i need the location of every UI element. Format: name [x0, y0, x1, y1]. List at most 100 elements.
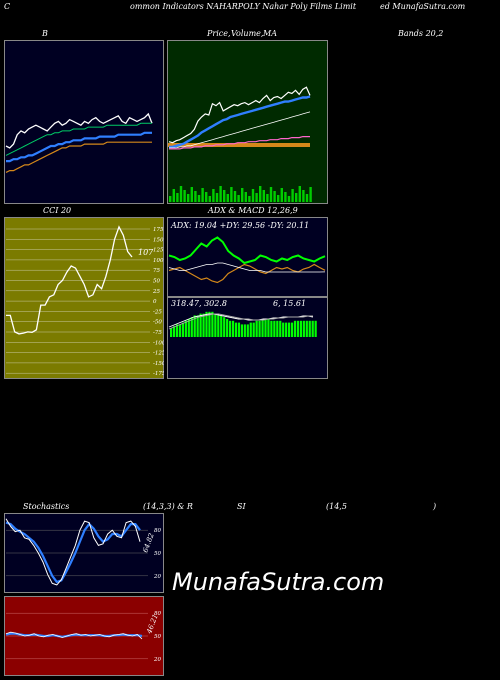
- stoch-tick-label: 50: [154, 551, 161, 557]
- macd-histogram-bar: [311, 320, 314, 337]
- bollinger-middle-band: [6, 131, 152, 163]
- bollinger-lower-band: [5, 141, 152, 173]
- cci-tick-label: 75: [153, 268, 160, 274]
- ma-band-orange: [168, 143, 310, 147]
- macd-histogram-bar: [261, 319, 264, 337]
- panel-title-rsi: SI: [237, 502, 246, 511]
- macd-histogram-bar: [202, 313, 205, 337]
- volume-bar: [223, 190, 226, 202]
- macd-signal-line: [168, 313, 313, 330]
- macd-histogram-bar: [226, 319, 229, 337]
- rsi-line: [5, 631, 143, 640]
- adx-minus-di-line: [168, 263, 326, 284]
- panel-title-volume: Volume,: [231, 29, 264, 38]
- macd-histogram-bar: [264, 319, 267, 337]
- cci-tick-label: 0: [153, 299, 157, 305]
- macd-histogram-bar: [293, 320, 297, 337]
- volume-bar: [284, 192, 287, 202]
- volume-bar: [183, 190, 186, 202]
- rsi-tick-label: 80: [154, 611, 161, 617]
- volume-bar: [280, 188, 283, 202]
- macd-histogram-bar: [279, 320, 282, 337]
- macd-histogram-bar: [187, 319, 190, 337]
- adx-values-label: ADX: 19.04 +DY: 29.56 -DY: 20.11: [170, 221, 309, 230]
- panel-title-bands: Bands 20,2: [398, 29, 444, 38]
- macd-histogram-bar: [208, 311, 211, 337]
- macd-histogram-bar: [288, 322, 291, 337]
- volume-bar: [287, 196, 291, 202]
- panel-title-rsi-close: ): [433, 502, 437, 511]
- macd-histogram-bar: [246, 324, 249, 337]
- volume-bar: [273, 191, 276, 202]
- macd-histogram-bar: [302, 320, 305, 337]
- macd-histogram-bar: [196, 315, 199, 337]
- cci-tick-label: -50: [153, 320, 162, 326]
- cci-tick-label: -25: [153, 309, 162, 315]
- macd-histogram-bar: [178, 324, 182, 337]
- cci-tick-label: 175: [153, 227, 164, 233]
- volume-bar: [169, 196, 172, 202]
- panel-title-adx-macd: ADX & MACD 12,26,9: [208, 206, 298, 215]
- stoch-tick-label: 80: [154, 528, 161, 534]
- volume-bar: [219, 186, 222, 202]
- macd-histogram-bar: [276, 320, 279, 337]
- macd-histogram-bar: [285, 322, 288, 337]
- macd-histogram-bar: [190, 317, 193, 337]
- bollinger-price-line: [5, 112, 153, 149]
- macd-histogram-bar: [220, 315, 223, 337]
- cci-tick-label: -175: [153, 371, 164, 377]
- cci-tick-label: -125: [153, 351, 164, 357]
- macd-histogram-bar: [270, 320, 273, 337]
- macd-histogram-bar: [299, 320, 302, 337]
- rsi-tick-label: 50: [154, 634, 161, 640]
- adx-plus-di-line: [168, 236, 326, 265]
- panel-title-price: Price,: [207, 29, 231, 38]
- volume-bar: [205, 192, 208, 202]
- volume-bar: [298, 186, 301, 202]
- volume-bar: [309, 187, 312, 202]
- macd-histogram-bar: [282, 322, 285, 337]
- volume-bar: [291, 189, 294, 202]
- volume-bar: [244, 192, 247, 202]
- macd-histogram-bar: [258, 320, 261, 337]
- macd-histogram-bar: [243, 324, 246, 337]
- volume-bar: [179, 186, 183, 202]
- cci-tick-label: -75: [153, 330, 162, 336]
- volume-bar: [241, 188, 244, 202]
- macd-histogram-bar: [229, 320, 232, 337]
- panel-title-bollinger: B: [42, 29, 48, 38]
- macd-histogram-bar: [184, 320, 187, 337]
- volume-bar: [201, 188, 204, 202]
- cci-panel: 175 150 125 100 75 50 25 0 -25 -50 -75 -100 -125 -150…: [4, 217, 164, 379]
- volume-bar: [194, 191, 197, 202]
- macd-histogram-bar: [314, 320, 317, 337]
- volume-bar: [255, 193, 258, 202]
- volume-bar: [190, 187, 193, 202]
- macd-histogram-bar: [199, 313, 202, 337]
- macd-histogram-bar: [234, 322, 238, 337]
- bollinger-upper-band: [5, 122, 152, 156]
- cci-line: [6, 225, 133, 335]
- volume-bar: [251, 189, 255, 202]
- volume-bar: [269, 187, 273, 202]
- macd-histogram-bar: [305, 320, 308, 337]
- stoch-k-line: [5, 518, 141, 586]
- adx-panel: ADX: 19.04 +DY: 29.56 -DY: 20.11: [167, 217, 328, 297]
- macd-histogram-bar: [223, 317, 226, 337]
- volume-bar: [226, 194, 229, 202]
- macd-histogram-bar: [231, 320, 235, 337]
- volume-bar: [233, 191, 237, 202]
- cci-tick-label: 50: [153, 279, 160, 285]
- macd-histogram-bar: [249, 322, 252, 337]
- macd-histogram-bar: [237, 322, 241, 337]
- volume-bar: [302, 190, 305, 202]
- volume-bar: [197, 195, 201, 202]
- rsi-tick-label: 20: [153, 657, 161, 663]
- macd-values-label: 318.47, 302.8: [171, 299, 227, 308]
- header-right: ed MunafaSutra.com: [380, 2, 466, 11]
- macd-histogram-bar: [308, 320, 311, 337]
- macd-histogram-bar: [240, 324, 243, 337]
- volume-bar: [277, 195, 280, 202]
